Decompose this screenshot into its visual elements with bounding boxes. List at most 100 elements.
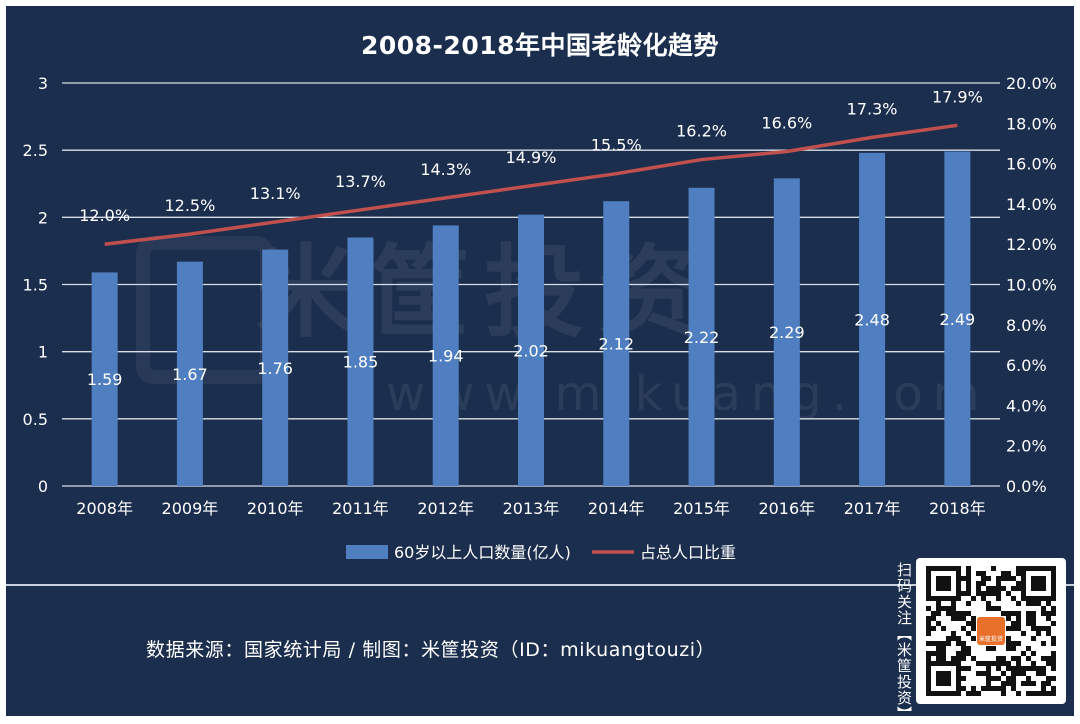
- qr-module: [1041, 641, 1046, 646]
- qr-module: [1006, 636, 1011, 641]
- qr-module: [976, 586, 981, 591]
- bar-value-label: 1.85: [343, 353, 379, 372]
- qr-module: [1011, 641, 1016, 646]
- qr-module: [966, 571, 971, 576]
- qr-module: [966, 581, 971, 586]
- qr-module: [991, 686, 996, 691]
- qr-module: [1016, 601, 1021, 606]
- qr-module: [1011, 656, 1016, 661]
- qr-module: [1041, 606, 1046, 611]
- qr-module: [1031, 691, 1036, 696]
- qr-module: [1006, 676, 1011, 681]
- qr-module: [961, 676, 966, 681]
- right-axis-tick-label: 18.0%: [1006, 114, 1057, 133]
- qr-code[interactable]: 米筐投资: [916, 558, 1066, 704]
- right-axis-tick-label: 14.0%: [1006, 195, 1057, 214]
- qr-module: [1011, 671, 1016, 676]
- qr-module: [1026, 621, 1031, 626]
- qr-module: [1036, 671, 1041, 676]
- qr-module: [951, 631, 956, 636]
- qr-module: [1041, 686, 1046, 691]
- qr-module: [1006, 641, 1011, 646]
- bar: [688, 187, 715, 486]
- qr-module: [1006, 611, 1011, 616]
- qr-module: [1031, 651, 1036, 656]
- qr-module: [1001, 611, 1006, 616]
- qr-module: [956, 616, 961, 621]
- qr-module: [1026, 646, 1031, 651]
- qr-module: [1016, 661, 1021, 666]
- qr-module: [1011, 576, 1016, 581]
- qr-module: [926, 621, 931, 626]
- qr-module: [971, 656, 976, 661]
- right-axis-tick-label: 8.0%: [1006, 316, 1047, 335]
- qr-module: [966, 631, 971, 636]
- qr-module: [981, 576, 986, 581]
- qr-module: [1006, 666, 1011, 671]
- qr-module: [996, 576, 1001, 581]
- qr-module: [926, 651, 931, 656]
- qr-module: [946, 641, 951, 646]
- qr-module: [991, 646, 996, 651]
- qr-module: [1011, 666, 1016, 671]
- qr-module: [961, 686, 966, 691]
- qr-module: [941, 656, 946, 661]
- qr-module: [1016, 671, 1021, 676]
- qr-module: [1021, 681, 1026, 686]
- qr-module: [946, 606, 951, 611]
- line-value-label: 13.7%: [335, 172, 386, 191]
- qr-module: [941, 641, 946, 646]
- qr-module: [951, 611, 956, 616]
- qr-module: [1051, 621, 1056, 626]
- bar: [347, 237, 374, 486]
- qr-module: [1001, 671, 1006, 676]
- left-axis-tick-label: 2: [38, 208, 48, 227]
- qr-module: [1051, 606, 1056, 611]
- qr-module: [986, 606, 991, 611]
- qr-finder: [936, 576, 951, 591]
- qr-logo-text: 米筐投资: [979, 635, 1003, 643]
- bar-value-label: 2.22: [684, 328, 720, 347]
- line-value-label: 14.9%: [506, 148, 557, 167]
- line-value-label: 17.9%: [932, 87, 983, 106]
- qr-module: [966, 601, 971, 606]
- qr-module: [941, 606, 946, 611]
- x-axis-tick-label: 2016年: [758, 499, 815, 518]
- qr-module: [1041, 681, 1046, 686]
- qr-module: [931, 611, 936, 616]
- qr-module: [1016, 626, 1021, 631]
- qr-module: [1001, 686, 1006, 691]
- x-axis-tick-label: 2014年: [588, 499, 645, 518]
- qr-module: [1046, 611, 1051, 616]
- x-axis-tick-label: 2015年: [673, 499, 730, 518]
- qr-module: [996, 666, 1001, 671]
- qr-module: [926, 616, 931, 621]
- qr-module: [1031, 636, 1036, 641]
- qr-module: [931, 651, 936, 656]
- qr-module: [996, 606, 1001, 611]
- qr-module: [951, 636, 956, 641]
- bar: [91, 272, 118, 486]
- qr-module: [961, 651, 966, 656]
- qr-module: [1041, 691, 1046, 696]
- chart-canvas: 0 0.5 1 1.5 2 2.5 3 0.0% 2.0% 4.0% 6.0% 8.0% 10.0% 12…: [23, 74, 1057, 562]
- x-axis-tick-label: 2013年: [503, 499, 560, 518]
- qr-module: [931, 626, 936, 631]
- qr-module: [936, 606, 941, 611]
- line-value-label: 16.6%: [761, 114, 812, 133]
- bar: [944, 151, 971, 486]
- right-axis-tick-label: 2.0%: [1006, 437, 1047, 456]
- qr-module: [951, 616, 956, 621]
- line-value-label: 12.0%: [79, 206, 130, 225]
- qr-module: [1011, 611, 1016, 616]
- qr-module: [1051, 676, 1056, 681]
- bar: [262, 249, 289, 486]
- qr-module: [941, 646, 946, 651]
- chart-card: 米筐投资 www.mikuang.com 2008-2018年中国老龄化趋势 0…: [6, 6, 1074, 716]
- x-axis-tick-label: 2011年: [332, 499, 389, 518]
- qr-module: [1026, 666, 1031, 671]
- qr-module: [926, 641, 931, 646]
- line-value-label: 12.5%: [164, 196, 215, 215]
- qr-module: [976, 581, 981, 586]
- right-axis-tick-label: 10.0%: [1006, 276, 1057, 295]
